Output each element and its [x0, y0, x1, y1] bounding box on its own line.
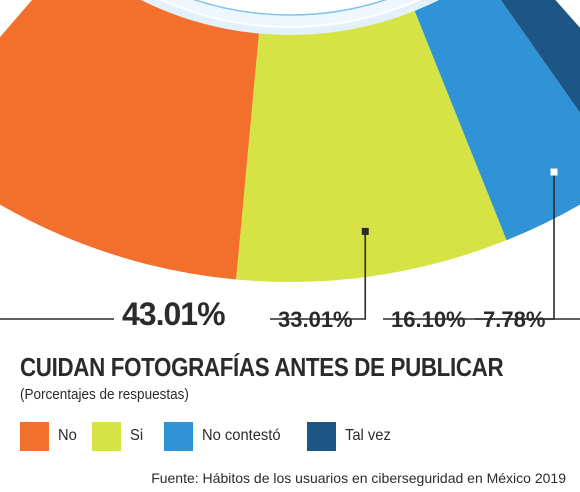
source-note: Fuente: Hábitos de los usuarios en ciber…	[151, 470, 566, 486]
leader-lines	[0, 168, 580, 320]
legend-label-no: No	[58, 427, 77, 444]
legend-item-tal-vez: Tal vez	[307, 421, 395, 451]
leader-line-si	[270, 234, 367, 320]
legend-label-no-contesto: No contestó	[202, 427, 281, 444]
value-label-si: 33.01%	[278, 307, 353, 332]
top-arc-decoration	[127, 0, 453, 42]
legend-item-si: Si	[92, 421, 144, 451]
slice-si	[236, 10, 507, 282]
legend: No Si No contestó Tal vez	[20, 421, 440, 451]
leader-line-no	[0, 318, 114, 320]
chart-title: CUIDAN FOTOGRAFÍAS ANTES DE PUBLICAR	[20, 352, 504, 382]
legend-swatch-no-contesto	[164, 421, 193, 451]
marker-no-contesto	[550, 168, 558, 176]
legend-swatch-tal-vez	[307, 421, 336, 451]
chart-canvas	[0, 0, 580, 320]
marker-si	[361, 227, 369, 235]
value-label-no: 43.01%	[122, 296, 226, 332]
legend-swatch-si	[92, 421, 121, 451]
slice-no	[0, 0, 259, 280]
legend-label-tal-vez: Tal vez	[345, 427, 391, 444]
legend-item-no: No	[20, 421, 78, 451]
top-arc-ring	[127, 0, 453, 42]
legend-swatch-no	[20, 421, 49, 451]
chart-subtitle: (Porcentajes de respuestas)	[20, 386, 189, 403]
slice-tal-vez	[500, 0, 580, 113]
value-label-no-contesto: 16.10%	[391, 307, 466, 332]
top-arc-line	[192, 0, 388, 16]
value-label-tal-vez: 7.78%	[483, 307, 546, 332]
top-arc-ring	[164, 0, 416, 26]
legend-item-no-contesto: No contestó	[164, 421, 287, 451]
legend-label-si: Si	[130, 427, 144, 444]
donut-slices	[0, 0, 580, 282]
slice-no-contesto	[414, 0, 580, 241]
leader-line-tal-vez	[475, 318, 580, 320]
